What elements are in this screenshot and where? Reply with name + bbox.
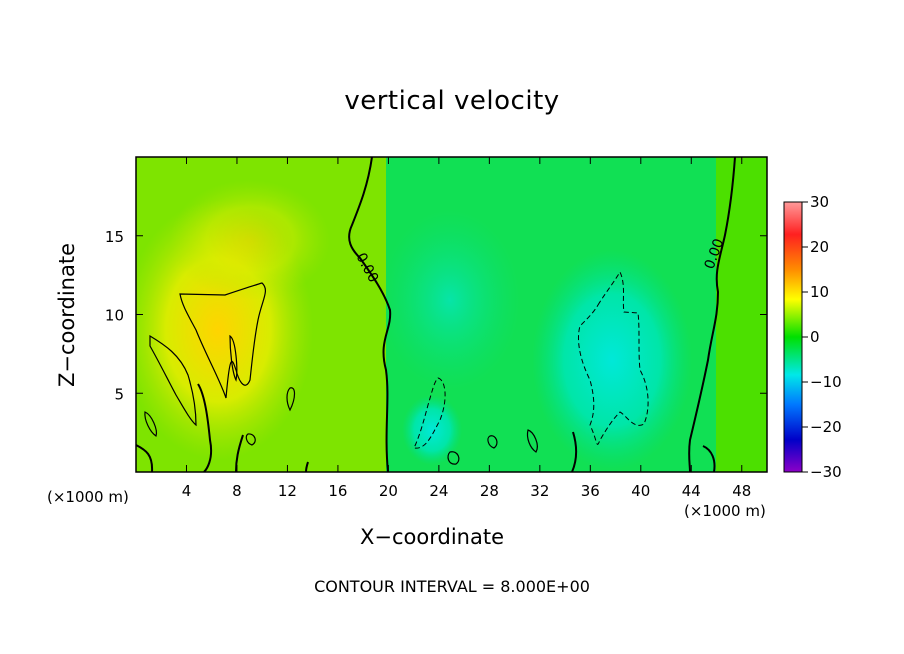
y-tick-label: 10: [105, 307, 124, 325]
negative-contours: [413, 270, 649, 449]
field-shading: 0.00 0.00: [136, 157, 767, 472]
y-tick-label: 15: [105, 228, 124, 246]
y-axis-label: Z−coordinate: [55, 243, 79, 387]
x-unit-right: (×1000 m): [684, 502, 766, 520]
x-tick-label: 12: [278, 482, 297, 500]
colorbar-tick-label: 10: [810, 283, 829, 301]
x-tick-label: 44: [682, 482, 701, 500]
x-tick-label: 4: [182, 482, 192, 500]
x-tick-label: 24: [429, 482, 448, 500]
x-tick-label: 32: [530, 482, 549, 500]
downdraft-region: [532, 250, 692, 470]
colorbar-tick-label: 30: [810, 193, 829, 211]
y-tick-label: 5: [114, 385, 124, 403]
colorbar-axis: 30 20 10 0 −10 −20 −30: [802, 193, 842, 481]
colorbar-tick-label: −30: [810, 463, 842, 481]
colorbar: [783, 201, 803, 473]
zero-contours: [136, 157, 736, 472]
colorbar-tick-label: 0: [810, 328, 820, 346]
colorbar-tick-label: −10: [810, 373, 842, 391]
x-tick-label: 28: [480, 482, 499, 500]
x-tick-label: 16: [328, 482, 347, 500]
x-tick-label: 20: [379, 482, 398, 500]
positive-contours: [144, 282, 538, 465]
colorbar-tick-label: −20: [810, 418, 842, 436]
x-tick-label: 48: [732, 482, 751, 500]
x-tick-label: 36: [581, 482, 600, 500]
chart-title: vertical velocity: [344, 86, 560, 116]
colorbar-tick-label: 20: [810, 238, 829, 256]
contour-interval-note: CONTOUR INTERVAL = 8.000E+00: [314, 577, 590, 596]
x-axis: 4 8 12 16 20 24 28 32 36 40 44 48: [182, 157, 751, 500]
y-axis: 5 10 15: [105, 228, 767, 403]
x-unit-left: (×1000 m): [47, 488, 129, 506]
x-tick-label: 40: [631, 482, 650, 500]
x-axis-label: X−coordinate: [360, 525, 504, 549]
downdraft-region-small: [402, 395, 462, 465]
x-tick-label: 8: [232, 482, 242, 500]
